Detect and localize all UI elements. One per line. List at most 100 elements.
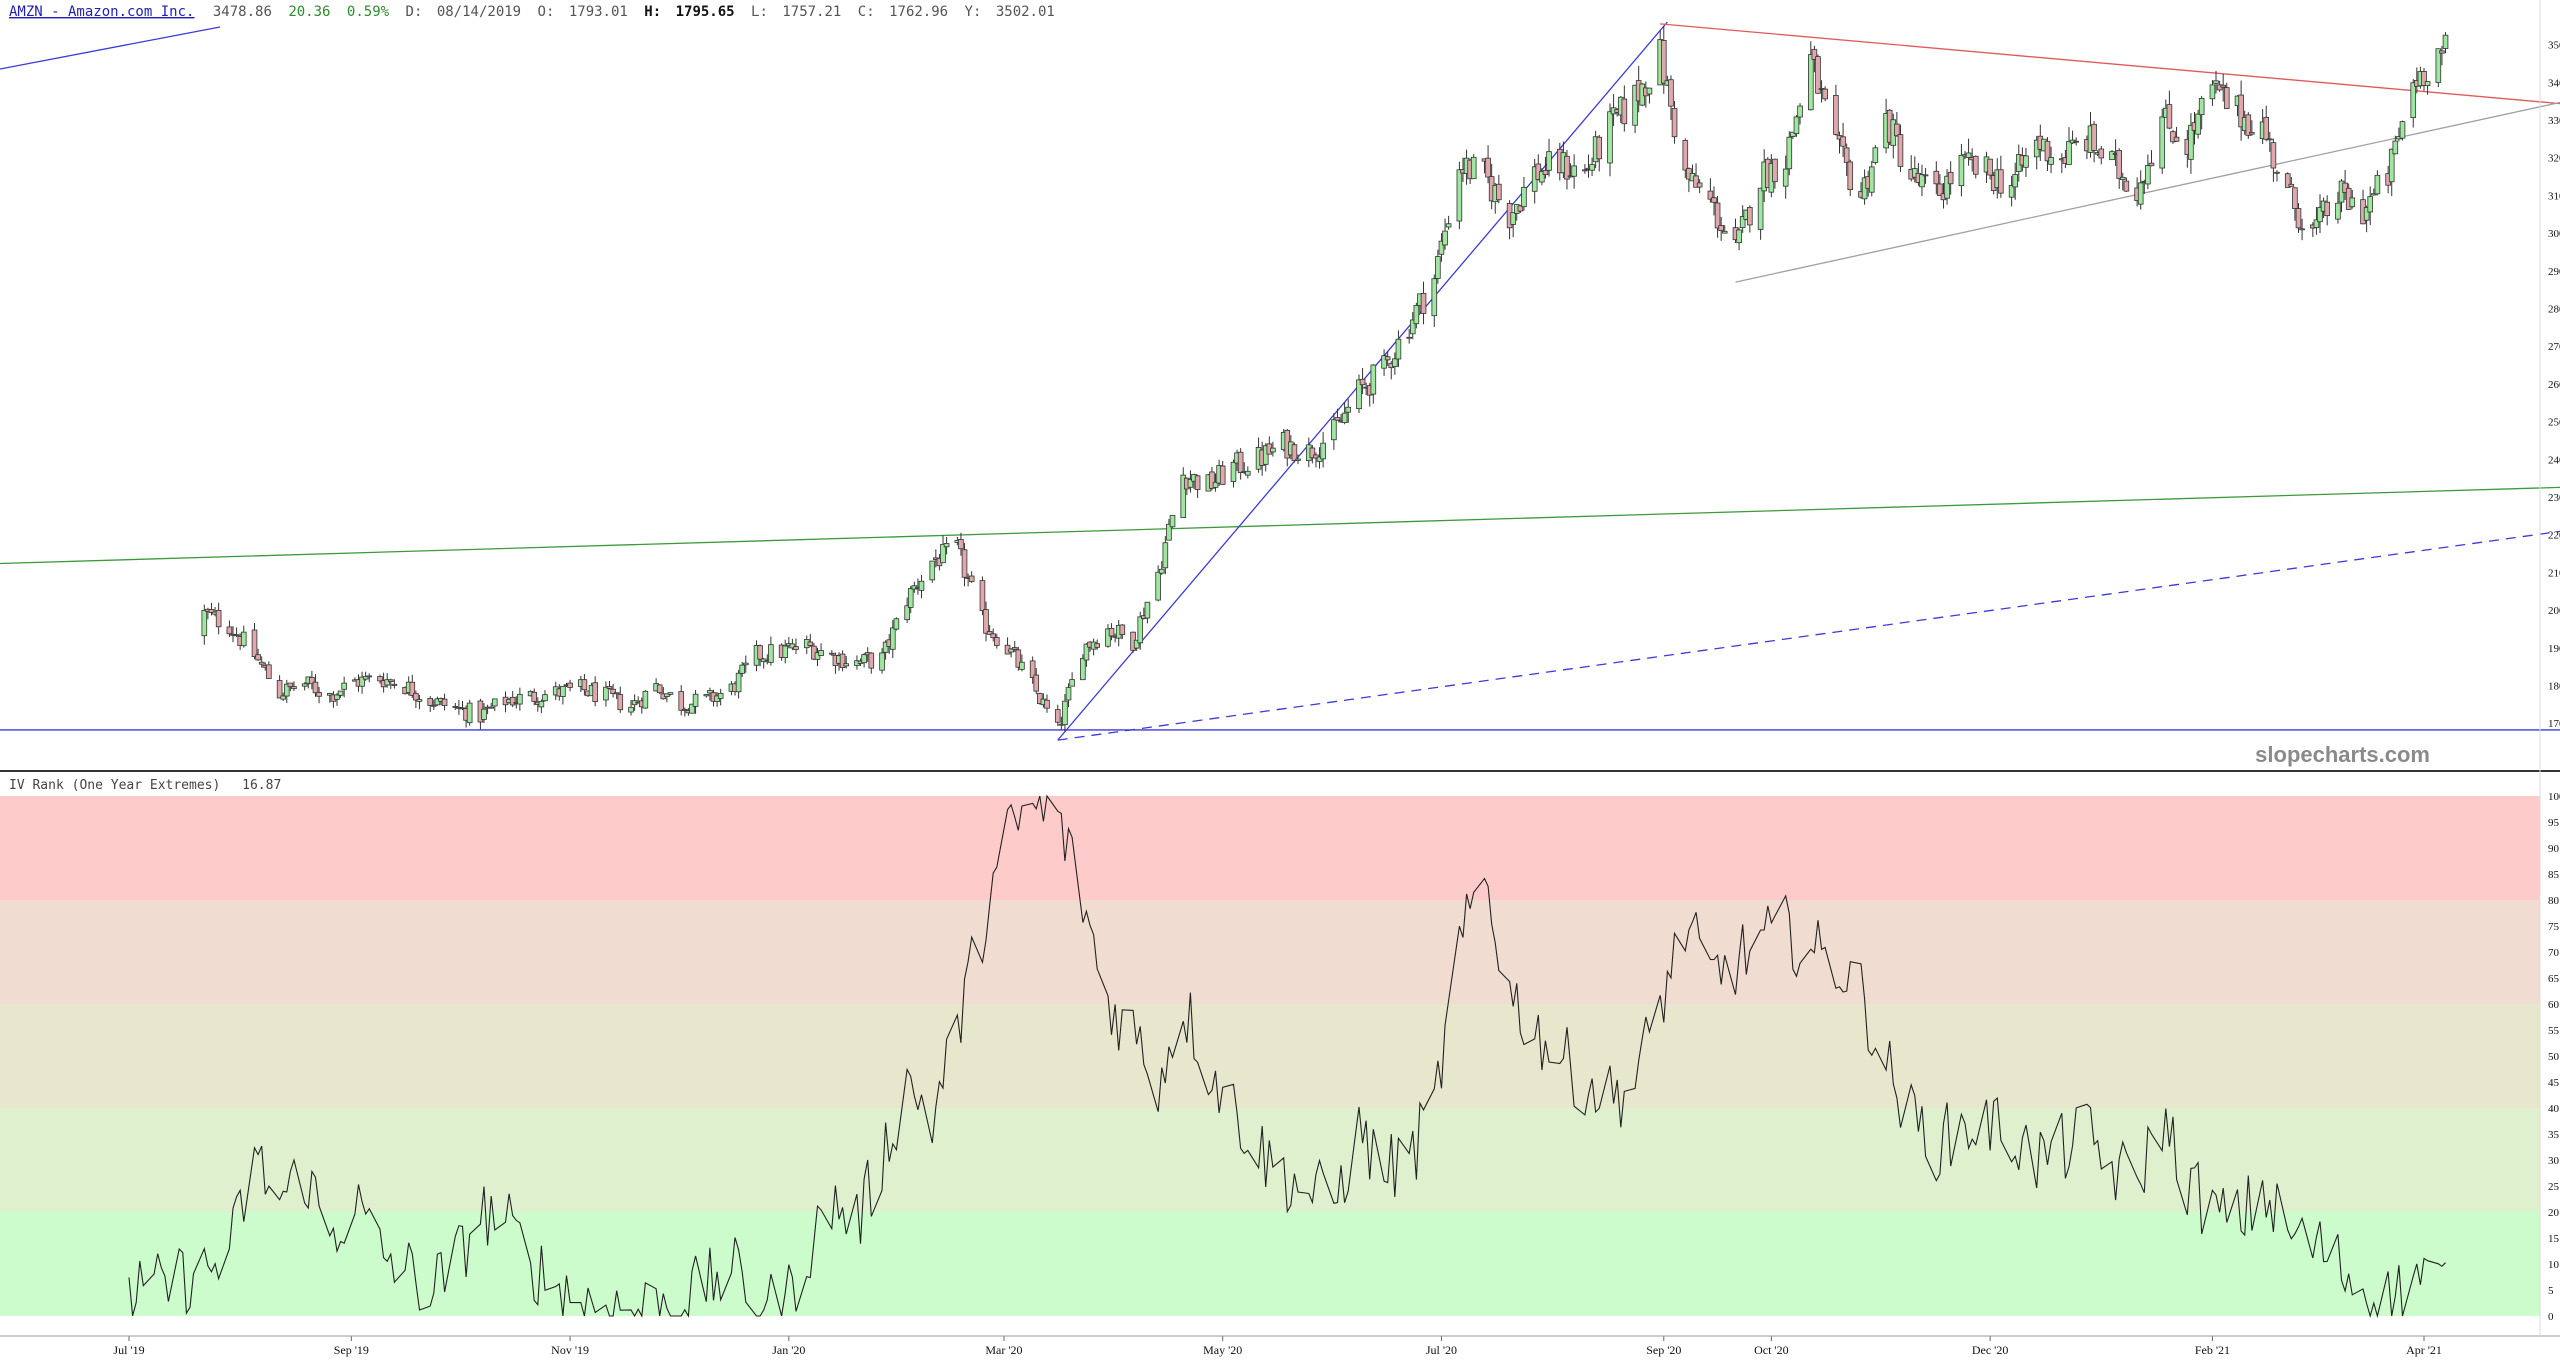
iv-axis-tick-label: 75 bbox=[2548, 921, 2560, 933]
x-axis-tick-label: Oct '20 bbox=[1754, 1343, 1789, 1357]
candle-body bbox=[642, 690, 649, 709]
candle-body bbox=[2044, 140, 2051, 162]
iv-axis-tick-label: 45 bbox=[2548, 1077, 2560, 1089]
trend-line[interactable] bbox=[1660, 23, 2560, 109]
candle-body bbox=[1245, 470, 1251, 476]
candle-body bbox=[2012, 174, 2019, 188]
candle-body bbox=[1987, 158, 1993, 176]
candle-body bbox=[2223, 87, 2230, 109]
iv-rank-panel[interactable] bbox=[128, 794, 2446, 1319]
candle-body bbox=[1331, 419, 1337, 441]
candle-body bbox=[1965, 152, 1972, 158]
candle-body bbox=[839, 653, 846, 668]
candle-body bbox=[1911, 168, 1918, 178]
candle-body bbox=[2119, 176, 2126, 180]
candle-body bbox=[2399, 121, 2406, 139]
candle-body bbox=[2421, 71, 2427, 86]
candle-body bbox=[1671, 108, 1678, 138]
candle-body bbox=[312, 681, 319, 694]
iv-axis-tick-label: 100 bbox=[2548, 791, 2560, 803]
candle-body bbox=[1721, 230, 1728, 234]
candle-body bbox=[2159, 116, 2166, 169]
candle-body bbox=[1420, 292, 1427, 314]
candle-body bbox=[592, 682, 598, 702]
candle-body bbox=[441, 698, 448, 706]
candle-body bbox=[1137, 616, 1144, 644]
candle-body bbox=[255, 654, 261, 661]
candle-body bbox=[1334, 417, 1341, 421]
candle-body bbox=[2209, 84, 2216, 100]
price-axis-tick-label: 2400 bbox=[2548, 454, 2560, 466]
candle-body bbox=[1571, 165, 1577, 177]
low-value: 1757.21 bbox=[782, 4, 841, 20]
trend-lines[interactable] bbox=[0, 21, 2560, 741]
candle-body bbox=[276, 680, 283, 699]
candle-body bbox=[861, 654, 867, 664]
price-axis-tick-label: 3500 bbox=[2548, 40, 2560, 52]
trend-line[interactable] bbox=[0, 486, 2560, 569]
candle-body bbox=[1582, 169, 1588, 172]
candle-body bbox=[2137, 182, 2144, 205]
candle-body bbox=[233, 634, 240, 637]
candle-body bbox=[2267, 138, 2273, 141]
candle-body bbox=[1108, 627, 1115, 637]
trend-line[interactable] bbox=[1057, 523, 2560, 741]
candle-body bbox=[2274, 171, 2280, 174]
candle-body bbox=[2123, 180, 2130, 192]
candle-body bbox=[1409, 319, 1416, 335]
candle-body bbox=[1632, 84, 1638, 126]
candle-body bbox=[1320, 442, 1326, 460]
candle-body bbox=[2388, 148, 2395, 183]
candle-body bbox=[1438, 240, 1445, 255]
candle-body bbox=[1144, 601, 1151, 619]
candle-body bbox=[481, 708, 487, 720]
candle-body bbox=[1209, 471, 1215, 489]
candle-body bbox=[968, 575, 975, 582]
close-label: C: bbox=[858, 4, 875, 20]
candle-body bbox=[1345, 406, 1352, 413]
candle-body bbox=[327, 693, 333, 696]
candle-body bbox=[434, 698, 441, 706]
candle-body bbox=[427, 697, 434, 706]
candle-body bbox=[707, 690, 713, 694]
candle-body bbox=[1194, 475, 1201, 490]
candle-body bbox=[2116, 150, 2122, 179]
iv-axis-tick-label: 65 bbox=[2548, 973, 2560, 985]
candle-body bbox=[879, 652, 885, 671]
candle-body bbox=[1668, 79, 1674, 107]
candle-body bbox=[918, 580, 925, 591]
candle-body bbox=[1696, 182, 1703, 188]
date-value: 08/14/2019 bbox=[437, 4, 521, 20]
trend-line[interactable] bbox=[1735, 90, 2560, 283]
candle-body bbox=[689, 703, 695, 714]
trend-line-fragment bbox=[0, 26, 221, 70]
candle-body bbox=[1833, 95, 1839, 135]
candle-body bbox=[2066, 141, 2072, 165]
candle-body bbox=[993, 637, 1000, 646]
price-change-pct: 0.59% bbox=[347, 4, 390, 20]
candle-body bbox=[1693, 175, 1699, 188]
candle-body bbox=[283, 683, 290, 697]
candle-body bbox=[1395, 338, 1402, 360]
candle-body bbox=[1270, 447, 1276, 453]
candle-body bbox=[1065, 687, 1072, 701]
candle-body bbox=[829, 652, 835, 655]
candle-body bbox=[208, 609, 215, 613]
candle-body bbox=[309, 677, 315, 685]
candle-body bbox=[904, 605, 910, 621]
price-panel[interactable] bbox=[0, 21, 2560, 741]
candle-body bbox=[1381, 355, 1387, 369]
candle-body bbox=[1406, 336, 1412, 339]
candle-body bbox=[739, 664, 745, 674]
candle-body bbox=[1470, 156, 1477, 180]
candle-body bbox=[1169, 515, 1176, 528]
symbol-link[interactable]: AMZN - Amazon.com Inc. bbox=[9, 4, 194, 20]
candle-body bbox=[2442, 34, 2449, 49]
candle-body bbox=[628, 706, 634, 713]
candle-body bbox=[466, 702, 473, 724]
candle-body bbox=[1894, 123, 1900, 137]
iv-axis-tick-label: 0 bbox=[2548, 1311, 2554, 1323]
x-axis-tick-label: Apr '21 bbox=[2406, 1343, 2442, 1357]
candle-body bbox=[986, 631, 993, 635]
iv-rank-line[interactable] bbox=[128, 794, 2446, 1319]
